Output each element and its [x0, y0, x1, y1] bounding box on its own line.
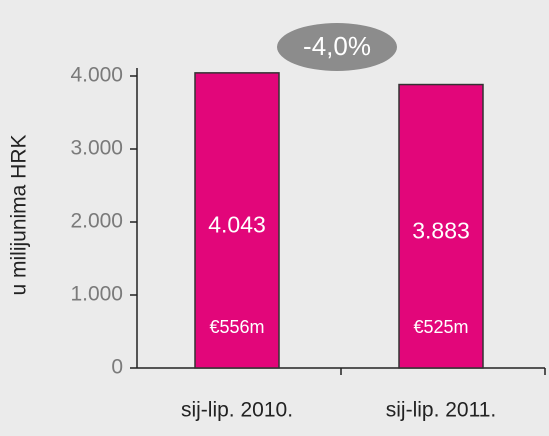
- value-label: 3.883: [412, 217, 470, 243]
- secondary-label: €556m: [209, 317, 264, 337]
- x-tick-label: sij-lip. 2010.: [181, 399, 293, 422]
- y-tick-label: 3.000: [70, 137, 123, 160]
- badge: [277, 23, 397, 71]
- y-tick-label: 2.000: [70, 210, 123, 233]
- x-tick-label: sij-lip. 2011.: [386, 399, 497, 422]
- y-tick-label: 0: [111, 356, 123, 379]
- y-tick-label: 4.000: [70, 64, 123, 87]
- bar: [398, 83, 484, 369]
- y-tick-label: 1.000: [70, 283, 123, 306]
- secondary-label: €525m: [413, 317, 468, 337]
- y-axis-label: u milijunima HRK: [8, 134, 31, 295]
- badge-text: -4,0%: [303, 31, 371, 61]
- value-label: 4.043: [208, 212, 266, 238]
- bar: [194, 72, 280, 369]
